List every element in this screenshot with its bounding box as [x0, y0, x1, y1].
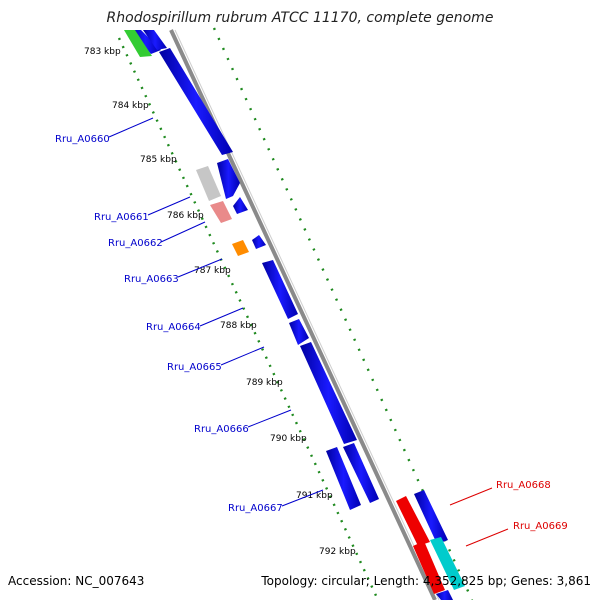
- gene-block-grey: [196, 166, 221, 201]
- gene-label-rru-a0666: Rru_A0666: [194, 424, 249, 435]
- tick-label: 784 kbp: [112, 101, 149, 111]
- gene-block-green: [124, 30, 152, 57]
- gene-label-rru-a0664: Rru_A0664: [146, 322, 201, 333]
- tick-label: 792 kbp: [319, 547, 356, 557]
- gene-block-bottom-blue: [436, 590, 453, 600]
- gene-block-rru-a0667-b: [343, 443, 379, 503]
- tick-label: 789 kbp: [246, 378, 283, 388]
- tick-label: 786 kbp: [167, 211, 204, 221]
- inner-dotted-track: [117, 37, 380, 600]
- gene-block-rru-a0667-a: [326, 447, 361, 510]
- gene-block-cyan: [430, 537, 465, 590]
- map-title: Rhodospirillum rubrum ATCC 11170, comple…: [107, 10, 494, 26]
- gene-block-rru-a0664: [262, 260, 298, 319]
- gene-block-rru-a0663: [252, 235, 266, 249]
- gene-label-rru-a0660: Rru_A0660: [55, 134, 110, 145]
- tick-label: 788 kbp: [220, 321, 257, 331]
- gene-block-blue-right: [414, 490, 448, 544]
- gene-label-rru-a0668: Rru_A0668: [496, 480, 551, 491]
- gene-block-rru-a0662: [233, 197, 248, 214]
- tick-label: 783 kbp: [84, 47, 121, 57]
- gene-label-rru-a0667: Rru_A0667: [228, 503, 283, 514]
- gene-features[interactable]: [124, 30, 465, 600]
- gene-block-top-blue-2: [143, 30, 167, 50]
- gene-block-rru-a0661: [217, 159, 240, 199]
- kbp-ticks: 783 kbp 784 kbp 785 kbp 786 kbp 787 kbp …: [84, 47, 356, 557]
- gene-label-rru-a0661: Rru_A0661: [94, 212, 149, 223]
- gene-block-rru-a0660: [159, 48, 233, 155]
- topology-text: Topology: circular; Length: 4,352,825 bp…: [261, 574, 591, 588]
- tick-label: 785 kbp: [140, 155, 177, 165]
- tick-label: 791 kbp: [296, 491, 333, 501]
- gene-labels[interactable]: Rru_A0660 Rru_A0661 Rru_A0662 Rru_A0663 …: [55, 117, 568, 547]
- gene-block-red-1: [396, 496, 430, 546]
- gene-block-pink: [210, 201, 232, 223]
- accession-text: Accession: NC_007643: [8, 574, 145, 588]
- gene-label-rru-a0663: Rru_A0663: [124, 274, 179, 285]
- gene-block-rru-a0665: [289, 319, 309, 345]
- tick-label: 787 kbp: [194, 266, 231, 276]
- gene-label-rru-a0669: Rru_A0669: [513, 521, 568, 532]
- gene-block-orange: [232, 240, 249, 256]
- gene-block-rru-a0666: [300, 342, 357, 444]
- gene-block-red-2: [413, 541, 445, 594]
- genome-backbone: [169, 29, 440, 600]
- gene-label-rru-a0662: Rru_A0662: [108, 238, 163, 249]
- tick-label: 790 kbp: [270, 434, 307, 444]
- gene-label-rru-a0665: Rru_A0665: [167, 362, 222, 373]
